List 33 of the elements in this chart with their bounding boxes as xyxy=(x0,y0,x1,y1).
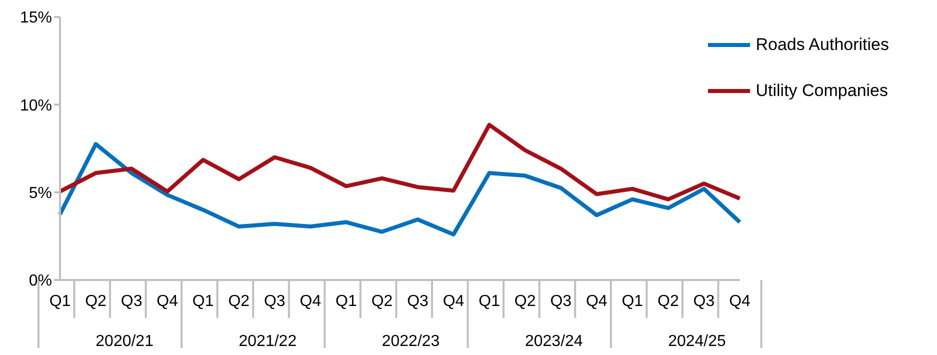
x-tick-label: Q3 xyxy=(264,293,286,310)
y-tick-label: 15% xyxy=(20,10,52,27)
x-tick-label: Q3 xyxy=(693,293,715,310)
y-tick-label: 0% xyxy=(28,272,52,290)
x-tick-label: Q4 xyxy=(442,293,464,310)
text: 2024/25 xyxy=(668,333,726,350)
x-tick-label: Q3 xyxy=(550,293,572,310)
legend-label: Roads Authorities xyxy=(756,34,889,56)
x-tick-label: Q1 xyxy=(622,293,644,310)
x-tick-label: Q4 xyxy=(586,293,608,310)
x-tick-label: Q2 xyxy=(85,293,107,310)
y-tick-label: 5% xyxy=(28,185,52,202)
line-series xyxy=(58,142,742,236)
x-tick-label: Q2 xyxy=(371,293,393,310)
x-tick-label: Q1 xyxy=(478,293,500,310)
line-series xyxy=(58,122,742,202)
x-tick-label: Q2 xyxy=(658,293,679,310)
text: 2020/21 xyxy=(96,333,154,350)
y-tick-label: 10% xyxy=(20,97,52,114)
legend-label: Utility Companies xyxy=(756,80,888,102)
x-tick-label: Q4 xyxy=(300,293,322,310)
text: 2022/23 xyxy=(382,333,440,350)
x-tick-label: Q4 xyxy=(156,293,178,310)
x-tick-label: Q1 xyxy=(336,293,357,310)
x-tick-label: Q4 xyxy=(729,293,751,310)
text: 2023/24 xyxy=(524,333,583,350)
x-tick-label: Q3 xyxy=(120,293,142,310)
x-tick-label: Q1 xyxy=(192,293,214,310)
x-tick-label: Q1 xyxy=(49,293,71,310)
x-tick-label: Q3 xyxy=(407,293,429,310)
x-tick-label: Q2 xyxy=(228,293,250,310)
x-tick-label: Q2 xyxy=(514,293,536,310)
text: 2021/22 xyxy=(238,333,297,350)
